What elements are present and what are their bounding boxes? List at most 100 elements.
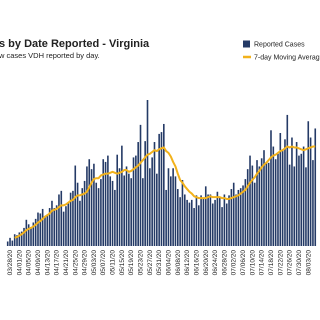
bar [305, 167, 307, 246]
bar [176, 189, 179, 246]
bar [137, 142, 139, 246]
bar [258, 166, 261, 246]
bar [300, 153, 303, 246]
bar [121, 145, 123, 246]
bar [16, 235, 18, 246]
bar [223, 194, 226, 246]
bar [197, 205, 200, 246]
bar [97, 188, 100, 246]
x-tick-label: 05/27/20 [147, 250, 154, 276]
bar [76, 182, 79, 246]
bar [128, 173, 130, 246]
x-tick-label: 04/17/20 [54, 250, 61, 276]
bar [291, 137, 293, 246]
bar [281, 151, 284, 246]
bar [286, 114, 289, 246]
bar [11, 240, 14, 246]
bar [25, 219, 28, 246]
bar [193, 208, 195, 246]
x-tick-label: 07/26/20 [287, 250, 294, 276]
bar [170, 176, 172, 246]
bar [221, 207, 223, 246]
bar [251, 165, 254, 246]
bar [20, 231, 23, 246]
bar [44, 216, 46, 246]
x-tick-label: 04/09/20 [35, 250, 42, 276]
x-tick-label: 07/06/20 [240, 250, 247, 276]
bar [153, 142, 156, 246]
bar [118, 168, 121, 246]
bar [95, 182, 98, 246]
bar [130, 178, 132, 246]
bar [107, 155, 109, 246]
x-tick-label: 05/23/20 [138, 250, 145, 276]
bar [88, 159, 91, 246]
bar [312, 160, 314, 246]
bar [83, 180, 86, 246]
x-tick-label: 05/03/20 [91, 250, 98, 276]
bar [58, 194, 60, 246]
bar [204, 186, 207, 246]
x-tick-label: 06/04/20 [165, 250, 172, 276]
x-tick-label: 08/03/20 [305, 250, 312, 276]
bar [263, 150, 265, 246]
x-tick-label: 06/28/20 [221, 250, 228, 276]
bar [51, 200, 53, 246]
bar [116, 154, 119, 246]
x-tick-label: 06/20/20 [203, 250, 210, 276]
bar [237, 189, 240, 246]
bar [167, 168, 170, 246]
bar [62, 211, 65, 246]
x-tick-label: 07/18/20 [268, 250, 275, 276]
bar [249, 155, 251, 246]
bar [132, 157, 135, 246]
bar [46, 214, 49, 246]
bar [139, 124, 142, 246]
bar [81, 188, 84, 246]
x-tick-label: 06/12/20 [184, 250, 191, 276]
x-tick-label: 07/02/20 [231, 250, 238, 276]
bar [242, 185, 244, 246]
bar [9, 237, 11, 246]
bar [179, 197, 181, 246]
chart-subtitle: w cases VDH reported by day. [0, 51, 100, 60]
x-tick-label: 03/28/20 [7, 250, 14, 276]
bar [100, 179, 102, 246]
bar [146, 100, 149, 246]
bar [90, 169, 93, 246]
bar [314, 128, 317, 246]
bar [209, 194, 212, 246]
bar [160, 132, 163, 246]
x-tick-label: 05/11/20 [110, 250, 117, 275]
bar [23, 227, 25, 246]
bar [72, 190, 74, 246]
x-tick-label: 05/31/20 [156, 250, 163, 276]
x-tick-label: 07/30/20 [296, 250, 303, 276]
bar [302, 146, 305, 246]
x-tick-label: 07/10/20 [249, 250, 256, 276]
bar [228, 195, 230, 246]
bar [188, 202, 191, 246]
chart-title: s by Date Reported - Virginia [0, 38, 150, 50]
x-tick-label: 04/25/20 [72, 250, 79, 276]
bar [216, 191, 219, 246]
bar [6, 241, 9, 246]
bar [114, 189, 116, 246]
bar [235, 194, 237, 246]
bar [125, 166, 128, 246]
bar [244, 179, 247, 246]
bar [109, 176, 112, 246]
bar [181, 180, 184, 246]
bar [111, 180, 114, 246]
bar [151, 157, 153, 246]
x-tick-label: 05/19/20 [128, 250, 135, 276]
bar [239, 188, 242, 246]
x-tick-label: 04/21/20 [63, 250, 70, 276]
bar [272, 146, 275, 246]
bar [79, 200, 81, 246]
bar [135, 155, 137, 246]
legend-swatch [243, 40, 250, 48]
bar [288, 164, 291, 246]
bar [65, 206, 67, 246]
moving-average-line [14, 145, 316, 239]
